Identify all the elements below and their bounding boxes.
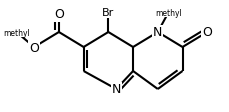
Text: O: O — [202, 26, 212, 39]
Text: O: O — [29, 41, 39, 54]
Text: methyl: methyl — [3, 28, 30, 37]
Text: methyl: methyl — [155, 8, 182, 17]
Text: N: N — [153, 26, 163, 39]
Text: Br: Br — [102, 8, 114, 18]
Text: O: O — [54, 8, 64, 21]
Text: N: N — [112, 83, 121, 96]
